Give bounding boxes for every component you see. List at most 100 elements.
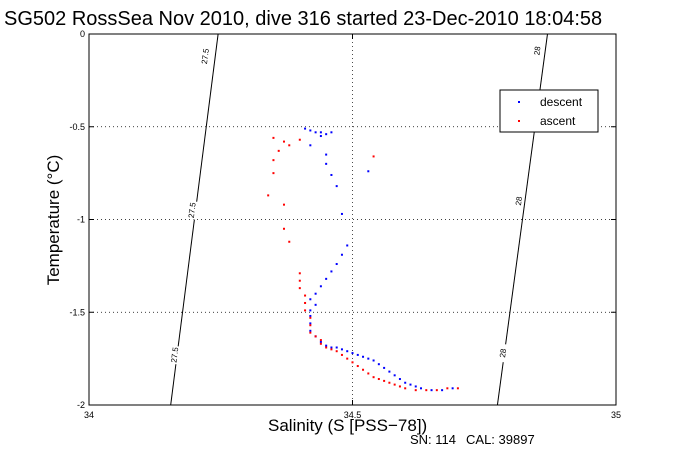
ascent-point (362, 368, 365, 371)
ascent-point (282, 203, 285, 206)
series-layer (267, 127, 459, 392)
ascent-point (456, 387, 459, 390)
descent-point (414, 385, 417, 388)
ascent-point (398, 385, 401, 388)
ascent-point (309, 331, 312, 334)
legend-label-ascent: ascent (540, 114, 576, 128)
ascent-point (446, 387, 449, 390)
isopycnal-label: 27.5 (187, 201, 198, 218)
ascent-point (298, 287, 301, 290)
isopycnal-label-bg (168, 345, 181, 365)
isopycnal-label-bg (512, 191, 525, 211)
ascent-point (425, 389, 428, 392)
ascent-point (351, 361, 354, 364)
descent-point (309, 314, 312, 317)
calibration-number: CAL: 39897 (466, 432, 535, 447)
ascent-point (298, 279, 301, 282)
descent-point (325, 277, 328, 280)
descent-point (330, 131, 333, 134)
ascent-point (383, 379, 386, 382)
descent-point (309, 144, 312, 147)
chart-title: SG502 RossSea Nov 2010, dive 316 started… (4, 8, 603, 30)
ascent-point (304, 301, 307, 304)
descent-point (309, 129, 312, 132)
serial-info: SN: 114 CAL: 39897 (410, 432, 545, 447)
descent-point (309, 309, 312, 312)
isopycnal-label-bg (198, 46, 212, 66)
ascent-point (272, 172, 275, 175)
descent-point (451, 387, 454, 390)
descent-point (309, 298, 312, 301)
ascent-point (356, 365, 359, 368)
ascent-point (340, 353, 343, 356)
descent-point (319, 131, 322, 134)
descent-point (409, 383, 412, 386)
descent-point (319, 135, 322, 138)
ascent-point (367, 372, 370, 375)
descent-point (393, 374, 396, 377)
ascent-point (277, 149, 280, 152)
ascent-point (304, 309, 307, 312)
ascent-point (404, 387, 407, 390)
descent-point (383, 366, 386, 369)
isopycnal-label-bg (185, 200, 198, 220)
descent-point (356, 353, 359, 356)
x-axis-label: Salinity (S [PSS−78]) (268, 416, 428, 435)
legend-label-descent: descent (540, 95, 583, 109)
descent-point (314, 303, 317, 306)
descent-point (398, 378, 401, 381)
descent-point (346, 350, 349, 353)
descent-point (367, 170, 370, 173)
ascent-point (282, 227, 285, 230)
descent-point (319, 285, 322, 288)
descent-point (372, 359, 375, 362)
ascent-point (314, 335, 317, 338)
y-tick-label: -1 (77, 215, 85, 225)
ascent-point (372, 155, 375, 158)
descent-point (340, 348, 343, 351)
ascent-point (288, 144, 291, 147)
y-tick-label: -1.5 (69, 307, 85, 317)
descent-point (377, 363, 380, 366)
descent-point (335, 185, 338, 188)
ascent-point (304, 294, 307, 297)
descent-point (325, 133, 328, 136)
ascent-point (309, 324, 312, 327)
axes-layer: 34 34.5 35 0 -0.5 -1 -1.5 -2 (69, 29, 621, 420)
ascent-point (414, 389, 417, 392)
isopycnal-label: 27.5 (200, 47, 211, 64)
ascent-point (377, 378, 380, 381)
y-tick-label: -2 (77, 400, 85, 410)
isopycnal-label: 28 (514, 195, 524, 206)
x-tick-label: 34.5 (344, 410, 362, 420)
ascent-point (319, 342, 322, 345)
descent-point (330, 346, 333, 349)
descent-point (314, 292, 317, 295)
y-axis-label: Temperature (°C) (44, 154, 63, 286)
descent-point (304, 127, 307, 130)
descent-point (362, 355, 365, 358)
ascent-point (298, 272, 301, 275)
descent-point (325, 153, 328, 156)
ascent-point (346, 357, 349, 360)
x-tick-label: 34 (84, 410, 94, 420)
ascent-point (272, 159, 275, 162)
descent-point (325, 162, 328, 165)
descent-point (309, 322, 312, 325)
descent-point (340, 212, 343, 215)
isopycnal-label: 28 (498, 348, 508, 359)
descent-point (335, 346, 338, 349)
descent-point (346, 244, 349, 247)
descent-point (404, 381, 407, 384)
legend-box (499, 89, 599, 133)
descent-point (430, 389, 433, 392)
descent-point (319, 340, 322, 343)
serial-number: SN: 114 (410, 432, 457, 447)
isopycnal-layer: 27.5 27.5 27.5 28 28 28 (168, 33, 548, 406)
descent-point (325, 344, 328, 347)
ascent-point (288, 240, 291, 243)
ascent-point (298, 138, 301, 141)
descent-point (330, 173, 333, 176)
y-tick-label: 0 (80, 29, 85, 39)
descent-point (330, 270, 333, 273)
